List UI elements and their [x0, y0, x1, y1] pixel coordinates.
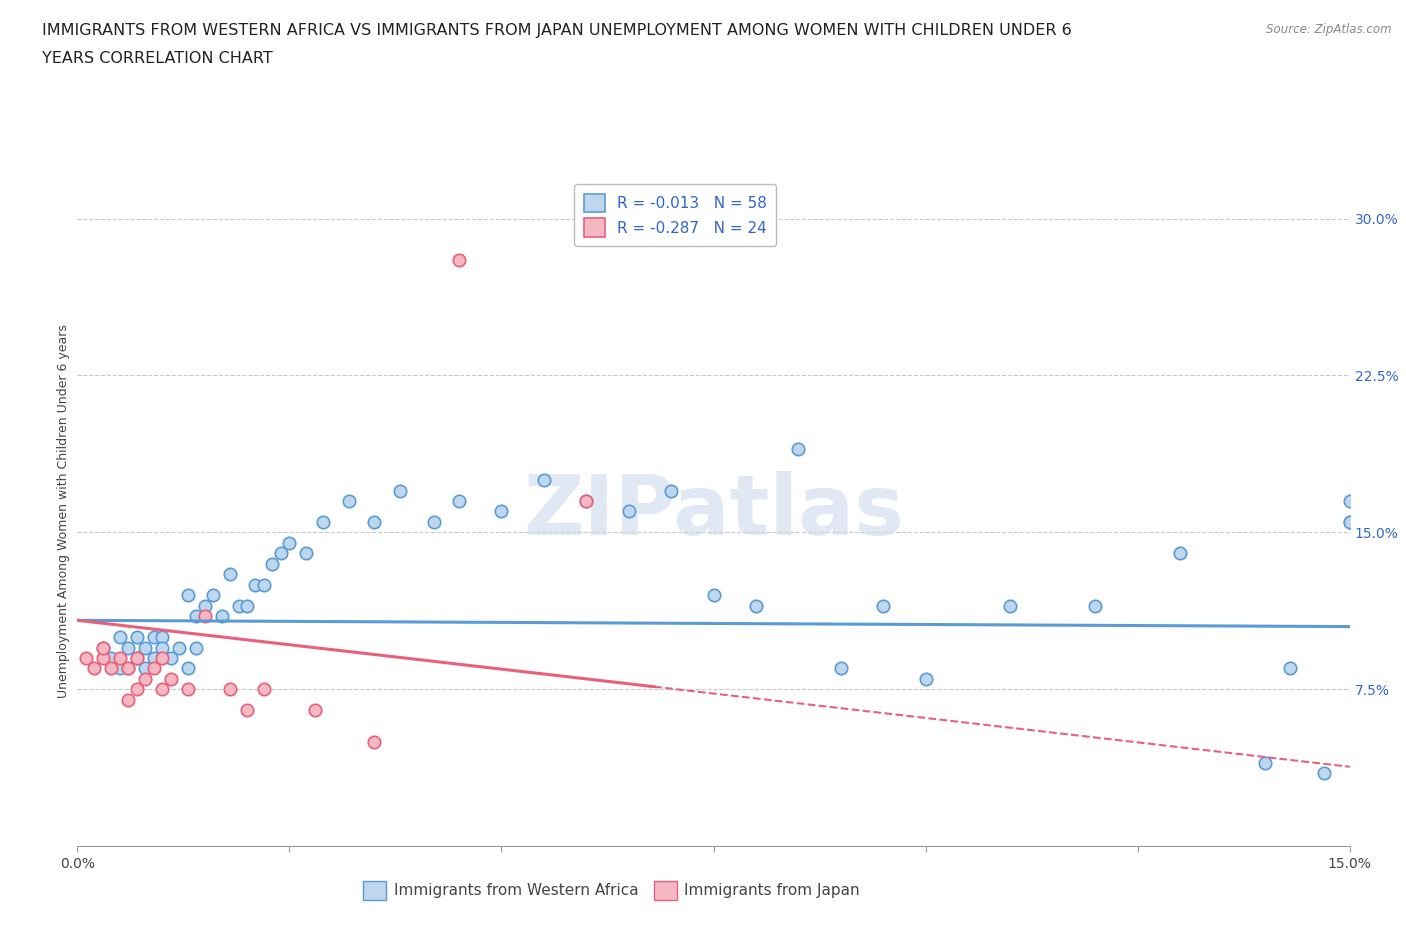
Point [1254, 755, 1277, 770]
Text: YEARS CORRELATION CHART: YEARS CORRELATION CHART [42, 51, 273, 66]
Point [363, 735, 385, 750]
Text: ZIPatlas: ZIPatlas [523, 471, 904, 552]
Point [194, 609, 217, 624]
Point [1168, 546, 1191, 561]
Point [91, 640, 114, 655]
Point [295, 546, 318, 561]
Text: IMMIGRANTS FROM WESTERN AFRICA VS IMMIGRANTS FROM JAPAN UNEMPLOYMENT AMONG WOMEN: IMMIGRANTS FROM WESTERN AFRICA VS IMMIGR… [42, 23, 1071, 38]
Point [262, 556, 284, 571]
Point [575, 494, 598, 509]
Point [245, 578, 267, 592]
Point [75, 651, 97, 666]
Point [134, 640, 156, 655]
Point [91, 651, 114, 666]
Point [134, 671, 156, 686]
Point [108, 630, 131, 644]
Point [363, 514, 385, 529]
Point [194, 598, 217, 613]
Point [228, 598, 250, 613]
Point [202, 588, 225, 603]
Point [83, 661, 105, 676]
Point [533, 472, 555, 487]
Point [388, 484, 411, 498]
Point [312, 514, 335, 529]
Point [167, 640, 190, 655]
Point [117, 692, 139, 708]
Point [253, 682, 276, 697]
Point [125, 651, 148, 666]
Point [125, 630, 148, 644]
Point [211, 609, 233, 624]
Point [304, 703, 326, 718]
Point [176, 682, 198, 697]
Point [745, 598, 768, 613]
Point [1279, 661, 1302, 676]
Point [337, 494, 360, 509]
Point [100, 661, 122, 676]
Point [830, 661, 852, 676]
Point [176, 588, 198, 603]
Point [270, 546, 292, 561]
Point [134, 661, 156, 676]
Point [150, 640, 173, 655]
Text: Source: ZipAtlas.com: Source: ZipAtlas.com [1267, 23, 1392, 36]
Point [176, 661, 198, 676]
Point [491, 504, 513, 519]
Point [914, 671, 936, 686]
Point [117, 640, 139, 655]
Point [253, 578, 276, 592]
Point [575, 494, 598, 509]
Point [117, 661, 139, 676]
Point [449, 253, 471, 268]
Point [117, 661, 139, 676]
Point [159, 651, 181, 666]
Point [659, 484, 682, 498]
Point [142, 661, 165, 676]
Point [422, 514, 444, 529]
Point [449, 494, 471, 509]
Point [278, 536, 301, 551]
Point [100, 651, 122, 666]
Point [219, 567, 242, 582]
Point [1313, 765, 1336, 780]
Point [108, 651, 131, 666]
Point [703, 588, 725, 603]
Point [1339, 514, 1361, 529]
Point [125, 682, 148, 697]
Point [184, 640, 207, 655]
Point [91, 640, 114, 655]
Point [219, 682, 242, 697]
Point [617, 504, 640, 519]
Point [1339, 494, 1361, 509]
Point [184, 609, 207, 624]
Point [142, 630, 165, 644]
Point [1000, 598, 1022, 613]
Point [1339, 514, 1361, 529]
Point [150, 682, 173, 697]
Point [108, 661, 131, 676]
Legend: Immigrants from Western Africa, Immigrants from Japan: Immigrants from Western Africa, Immigran… [357, 875, 866, 906]
Point [787, 442, 810, 457]
Point [236, 703, 259, 718]
Point [159, 671, 181, 686]
Point [1084, 598, 1107, 613]
Point [150, 651, 173, 666]
Point [150, 630, 173, 644]
Point [236, 598, 259, 613]
Y-axis label: Unemployment Among Women with Children Under 6 years: Unemployment Among Women with Children U… [58, 325, 70, 698]
Point [125, 651, 148, 666]
Point [872, 598, 894, 613]
Point [142, 651, 165, 666]
